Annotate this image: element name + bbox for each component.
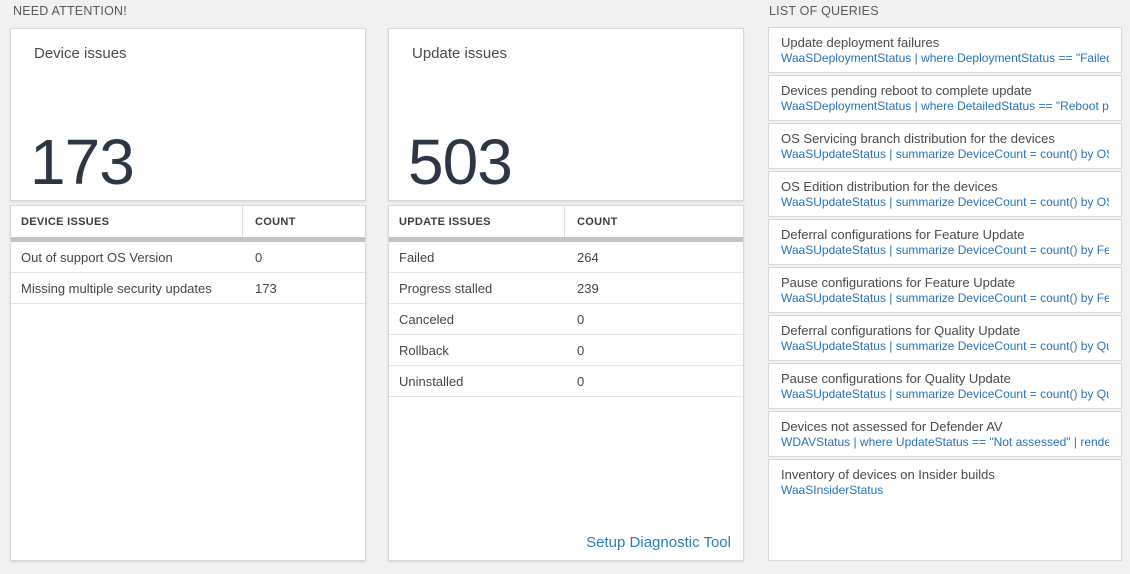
query-link[interactable]: WaaSUpdateStatus | summarize DeviceCount… [781,243,1109,257]
row-label: Progress stalled [399,280,493,296]
column-header-count: COUNT [577,215,618,228]
query-title: Pause configurations for Feature Update [781,275,1016,290]
query-title: Deferral configurations for Quality Upda… [781,323,1021,338]
device-issues-table: DEVICE ISSUES COUNT Out of support OS Ve… [10,205,366,561]
table-row[interactable]: Rollback 0 [389,335,743,366]
device-issues-tile[interactable]: Device issues 173 [10,28,366,201]
row-count: 0 [577,373,585,389]
update-issues-title: Update issues [412,45,508,62]
row-label: Out of support OS Version [21,249,173,265]
query-item[interactable]: Deferral configurations for Feature Upda… [768,219,1122,265]
query-item[interactable]: Pause configurations for Quality Update … [768,363,1122,409]
queries-panel: Update deployment failures WaaSDeploymen… [768,27,1122,561]
update-issues-big-number: 503 [408,126,513,198]
need-attention-header: NEED ATTENTION! [13,4,127,18]
query-title: Deferral configurations for Feature Upda… [781,227,1025,242]
query-link[interactable]: WaaSDeploymentStatus | where DeploymentS… [781,51,1109,65]
device-issues-title: Device issues [34,45,127,62]
query-item[interactable]: Update deployment failures WaaSDeploymen… [768,27,1122,73]
update-issues-tile[interactable]: Update issues 503 [388,28,744,201]
query-item[interactable]: OS Edition distribution for the devices … [768,171,1122,217]
query-link[interactable]: WaaSDeploymentStatus | where DetailedSta… [781,99,1109,113]
list-of-queries-header: LIST OF QUERIES [769,4,879,18]
update-issues-table-header: UPDATE ISSUES COUNT [389,206,743,237]
query-link[interactable]: WaaSUpdateStatus | summarize DeviceCount… [781,147,1109,161]
query-title: OS Servicing branch distribution for the… [781,131,1055,146]
row-count: 0 [577,342,585,358]
row-label: Failed [399,249,435,265]
header-divider-bar [389,237,743,242]
row-count: 0 [577,311,585,327]
query-link[interactable]: WaaSUpdateStatus | summarize DeviceCount… [781,291,1109,305]
query-link[interactable]: WaaSUpdateStatus | summarize DeviceCount… [781,387,1109,401]
table-row[interactable]: Uninstalled 0 [389,366,743,397]
row-count: 264 [577,249,599,265]
row-label: Uninstalled [399,373,464,389]
query-title: Devices pending reboot to complete updat… [781,83,1032,98]
query-item[interactable]: Devices pending reboot to complete updat… [768,75,1122,121]
row-count: 173 [255,280,277,296]
query-link[interactable]: WaaSUpdateStatus | summarize DeviceCount… [781,339,1109,353]
query-item[interactable]: Pause configurations for Feature Update … [768,267,1122,313]
row-label: Rollback [399,342,449,358]
device-issues-table-header: DEVICE ISSUES COUNT [11,206,365,237]
query-title: Inventory of devices on Insider builds [781,467,995,482]
query-item[interactable]: Devices not assessed for Defender AV WDA… [768,411,1122,457]
query-item[interactable]: OS Servicing branch distribution for the… [768,123,1122,169]
query-title: Update deployment failures [781,35,940,50]
row-label: Missing multiple security updates [21,280,212,296]
table-row[interactable]: Failed 264 [389,242,743,273]
query-link[interactable]: WaaSInsiderStatus [781,483,884,497]
query-title: Devices not assessed for Defender AV [781,419,1003,434]
query-item[interactable]: Inventory of devices on Insider builds W… [768,459,1122,561]
column-header-count: COUNT [255,215,296,228]
table-row[interactable]: Canceled 0 [389,304,743,335]
table-row[interactable]: Missing multiple security updates 173 [11,273,365,304]
update-issues-table: UPDATE ISSUES COUNT Failed 264 Progress … [388,205,744,561]
query-link[interactable]: WaaSUpdateStatus | summarize DeviceCount… [781,195,1109,209]
table-row[interactable]: Out of support OS Version 0 [11,242,365,273]
query-item[interactable]: Deferral configurations for Quality Upda… [768,315,1122,361]
table-row[interactable]: Progress stalled 239 [389,273,743,304]
query-link[interactable]: WDAVStatus | where UpdateStatus == "Not … [781,435,1109,449]
header-divider-bar [11,237,365,242]
column-header-update-issues: UPDATE ISSUES [389,206,565,237]
query-title: OS Edition distribution for the devices [781,179,998,194]
row-count: 0 [255,249,263,265]
setup-diagnostic-tool-link[interactable]: Setup Diagnostic Tool [586,534,731,551]
row-count: 239 [577,280,599,296]
column-header-device-issues: DEVICE ISSUES [11,206,243,237]
device-issues-big-number: 173 [30,126,135,198]
query-title: Pause configurations for Quality Update [781,371,1011,386]
row-label: Canceled [399,311,454,327]
